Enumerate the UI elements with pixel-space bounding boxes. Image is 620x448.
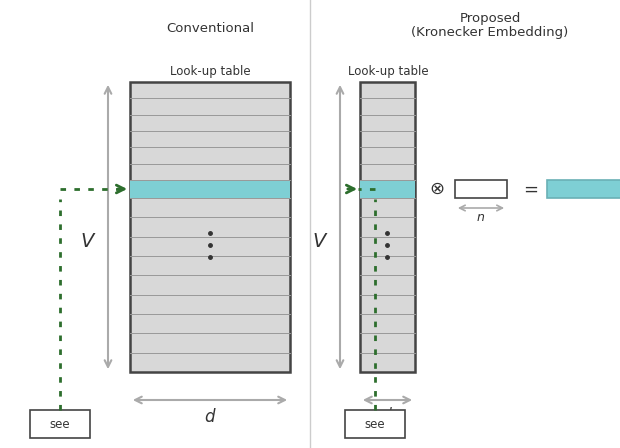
Text: $=$: $=$ (520, 180, 538, 198)
Bar (30, 410, 90, 438)
Bar (345, 410, 405, 438)
Bar (360, 180, 415, 198)
Text: see: see (365, 418, 385, 431)
Text: (Kronecker Embedding): (Kronecker Embedding) (412, 26, 569, 39)
Bar (130, 180, 290, 198)
Bar (455, 180, 507, 198)
Text: Look-up table: Look-up table (170, 65, 250, 78)
Bar (130, 82, 290, 372)
Text: $\otimes$: $\otimes$ (429, 180, 445, 198)
Bar (360, 82, 415, 372)
Text: $\mathit{d}$: $\mathit{d}$ (204, 408, 216, 426)
Text: Proposed: Proposed (459, 12, 521, 25)
Text: $\dfrac{d}{n}$: $\dfrac{d}{n}$ (382, 406, 393, 433)
Text: $n$: $n$ (476, 211, 485, 224)
Bar (547, 180, 620, 198)
Text: Conventional: Conventional (166, 22, 254, 35)
Text: $\mathit{V}$: $\mathit{V}$ (312, 232, 328, 251)
Text: see: see (50, 418, 70, 431)
Text: Look-up table: Look-up table (348, 65, 428, 78)
Text: $\mathit{V}$: $\mathit{V}$ (80, 232, 96, 251)
